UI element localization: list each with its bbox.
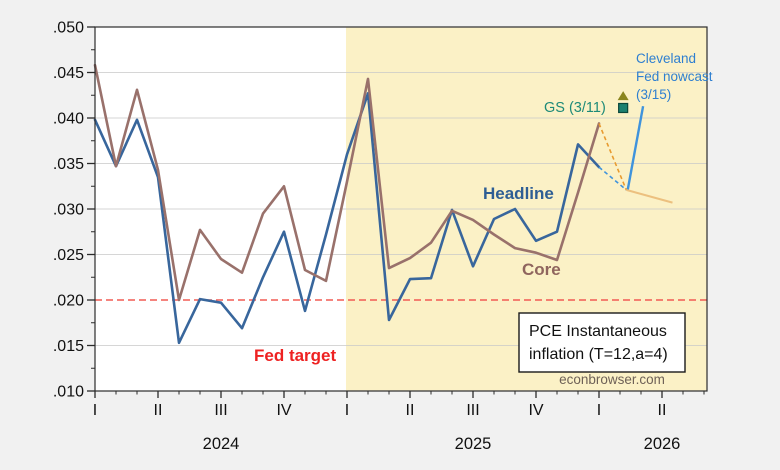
year-label: 2024 — [203, 435, 240, 453]
x-tick-label: II — [154, 402, 163, 419]
cleveland-nowcast-label-line2: Fed nowcast — [636, 69, 713, 84]
y-tick-label: .030 — [53, 202, 84, 219]
y-tick-label: .040 — [53, 111, 84, 128]
gs-core-triangle-marker — [617, 91, 629, 101]
y-tick-label: .045 — [53, 65, 84, 82]
title-box-line1: PCE Instantaneous — [529, 323, 667, 340]
core-nowcast-dashed — [598, 123, 628, 191]
x-tick-label: II — [406, 402, 415, 419]
fed-target-label: Fed target — [254, 346, 337, 365]
cleveland-nowcast-label-line1: Cleveland — [636, 51, 696, 66]
nowcast-layer — [598, 91, 673, 204]
x-tick-label: I — [93, 402, 97, 419]
econbrowser-watermark: econbrowser.com — [559, 372, 665, 387]
y-tick-label: .050 — [53, 20, 84, 37]
x-tick-label: II — [658, 402, 667, 419]
x-tick-label: I — [345, 402, 349, 419]
tan-forecast-segment — [626, 188, 673, 204]
core-line — [93, 63, 601, 302]
headline-nowcast-dashed — [598, 166, 627, 191]
x-tick-label: I — [597, 402, 601, 419]
headline-line — [93, 92, 601, 345]
cleveland-pointer-line — [626, 105, 645, 190]
gs-nowcast-label: GS (3/11) — [544, 100, 606, 116]
year-label: 2025 — [455, 435, 492, 453]
y-tick-label: .010 — [53, 384, 84, 401]
core-series-label: Core — [522, 260, 561, 279]
x-tick-label: III — [214, 402, 227, 419]
x-tick-label: IV — [528, 402, 543, 419]
year-label: 2026 — [644, 435, 681, 453]
headline-series-label: Headline — [483, 184, 554, 203]
data-series-layer — [93, 63, 601, 345]
y-tick-label: .035 — [53, 156, 84, 173]
gridline-layer — [95, 72, 707, 346]
x-tick-label: IV — [276, 402, 291, 419]
title-box-line2: inflation (T=12,a=4) — [529, 346, 668, 363]
y-tick-label: .020 — [53, 293, 84, 310]
cleveland-nowcast-label-line3: (3/15) — [636, 87, 671, 102]
y-tick-label: .015 — [53, 338, 84, 355]
title-box — [518, 312, 686, 373]
x-tick-label: III — [466, 402, 479, 419]
gs-headline-square-marker — [618, 102, 629, 114]
y-tick-label: .025 — [53, 247, 84, 264]
